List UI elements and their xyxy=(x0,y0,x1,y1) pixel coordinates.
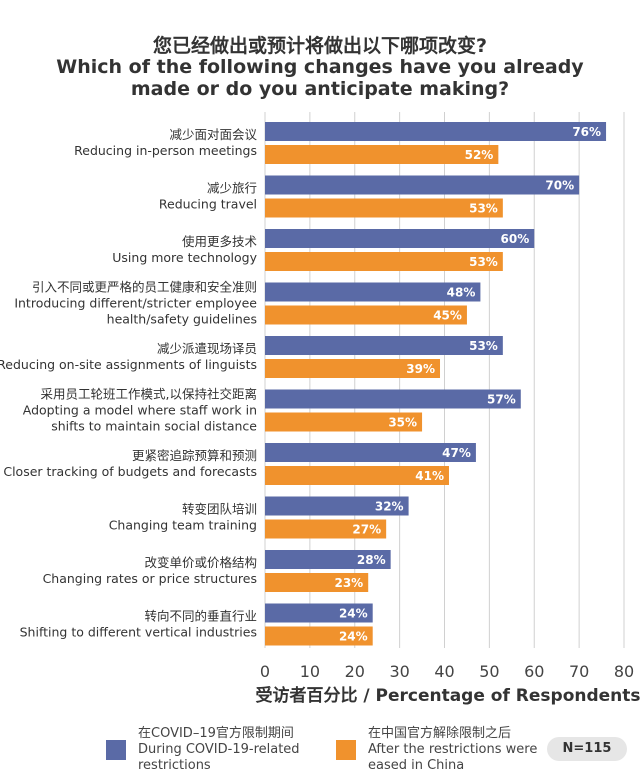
bar xyxy=(265,603,373,623)
bar xyxy=(265,519,387,539)
legend-label-series2: 在中国官方解除限制之后 After the restrictions were … xyxy=(368,726,538,773)
category-label: Shifting to different vertical industrie… xyxy=(20,625,257,640)
x-tick-label: 20 xyxy=(345,662,365,681)
bar-value-label: 27% xyxy=(352,523,381,537)
x-tick-label: 80 xyxy=(614,662,634,681)
bar xyxy=(265,282,481,302)
category-label: Reducing on-site assignments of linguist… xyxy=(0,357,257,372)
bar-value-label: 23% xyxy=(334,576,363,590)
bar-value-label: 24% xyxy=(339,630,368,644)
bar-value-label: 70% xyxy=(545,179,574,193)
bar-value-label: 45% xyxy=(433,309,462,323)
bar xyxy=(265,229,535,248)
category-label: Using more technology xyxy=(112,250,257,265)
x-tick-label: 60 xyxy=(524,662,544,681)
category-label: 采用员工轮班工作模式,以保持社交距离 xyxy=(41,387,257,402)
bar xyxy=(265,443,476,462)
category-label: 改变单价或价格结构 xyxy=(144,555,257,570)
x-tick-label: 50 xyxy=(479,662,499,681)
category-label: Reducing in-person meetings xyxy=(74,143,257,158)
bar-value-label: 39% xyxy=(406,362,435,376)
bar xyxy=(265,198,503,218)
chart-title-en-line1: Which of the following changes have you … xyxy=(56,56,584,78)
bar xyxy=(265,496,409,516)
x-tick-label: 70 xyxy=(569,662,589,681)
category-label: 更紧密追踪预算和预测 xyxy=(132,448,257,463)
category-label: Adopting a model where staff work in xyxy=(23,403,257,418)
bar-value-label: 41% xyxy=(415,469,444,483)
bar xyxy=(265,626,373,646)
bar xyxy=(265,466,449,485)
chart-title-en-line2: made or do you anticipate making? xyxy=(130,78,510,100)
category-label: shifts to maintain social distance xyxy=(51,419,257,434)
bar-value-label: 76% xyxy=(572,125,601,139)
bar-value-label: 32% xyxy=(375,500,404,514)
bar-value-label: 35% xyxy=(388,416,417,430)
bar-value-label: 57% xyxy=(487,393,516,407)
bar-value-label: 48% xyxy=(447,286,476,300)
bar xyxy=(265,336,503,355)
bar-value-label: 28% xyxy=(357,553,386,567)
bar xyxy=(265,412,423,432)
sample-size-badge: N=115 xyxy=(547,737,627,761)
legend-swatch-series1 xyxy=(106,740,126,760)
category-label: Reducing travel xyxy=(159,197,257,212)
category-label: 减少面对面会议 xyxy=(169,127,257,142)
category-label: health/safety guidelines xyxy=(107,312,257,327)
x-axis-label: 受访者百分比 / Percentage of Respondents xyxy=(255,685,640,706)
x-tick-label: 40 xyxy=(434,662,454,681)
x-tick-label: 10 xyxy=(300,662,320,681)
bar-value-label: 47% xyxy=(442,446,471,460)
category-label: 转变团队培训 xyxy=(182,502,257,517)
bar xyxy=(265,389,521,409)
category-label: Closer tracking of budgets and forecasts xyxy=(3,464,257,479)
category-label: 引入不同或更严格的员工健康和安全准则 xyxy=(32,280,257,295)
category-label: Changing team training xyxy=(109,518,257,533)
bar xyxy=(265,145,499,164)
x-tick-label: 30 xyxy=(389,662,409,681)
legend-swatch-series2 xyxy=(336,740,356,760)
bar-value-label: 53% xyxy=(469,202,498,216)
bar xyxy=(265,573,369,592)
category-label: 减少派遣现场译员 xyxy=(157,341,257,356)
category-label: Introducing different/stricter employee xyxy=(14,296,257,311)
bar-value-label: 60% xyxy=(501,232,530,246)
bar-value-label: 52% xyxy=(465,148,494,162)
category-label: 使用更多技术 xyxy=(182,234,258,249)
category-label: 转向不同的垂直行业 xyxy=(144,609,257,624)
category-label: Changing rates or price structures xyxy=(43,571,257,586)
bar-value-label: 53% xyxy=(469,255,498,269)
bar-value-label: 53% xyxy=(469,339,498,353)
bar-value-label: 24% xyxy=(339,607,368,621)
bar xyxy=(265,305,467,325)
category-label: 减少旅行 xyxy=(207,181,257,196)
legend-label-series1: 在COVID–19官方限制期间 During COVID-19-related … xyxy=(138,726,300,773)
x-tick-label: 0 xyxy=(260,662,270,681)
bar xyxy=(265,122,607,141)
chart-title-zh: 您已经做出或预计将做出以下哪项改变? xyxy=(152,35,488,57)
bar xyxy=(265,359,441,378)
bar xyxy=(265,550,391,569)
bar xyxy=(265,252,503,271)
bar xyxy=(265,175,580,195)
